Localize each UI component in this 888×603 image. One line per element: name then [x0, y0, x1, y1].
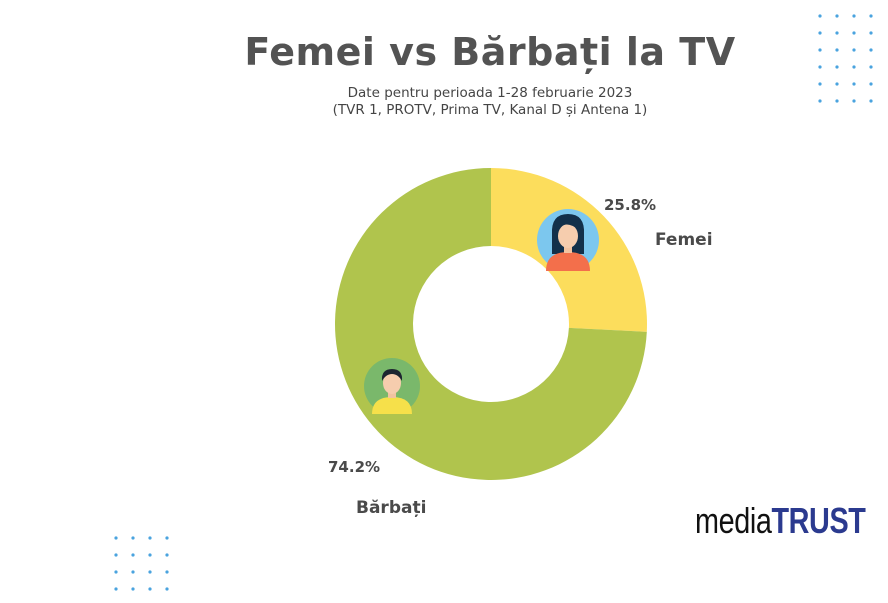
- decorative-dot: [818, 48, 822, 52]
- decorative-dot: [818, 65, 822, 69]
- barbati-category-label: Bărbați: [356, 498, 426, 518]
- decorative-dot: [165, 587, 169, 591]
- decorative-dot: [869, 48, 873, 52]
- logo-trust: TRUST: [771, 500, 866, 541]
- decorative-dot: [114, 553, 118, 557]
- donut-slices: [335, 168, 647, 480]
- decorative-dot: [869, 31, 873, 35]
- decorative-dot: [165, 536, 169, 540]
- decorative-dot: [869, 82, 873, 86]
- decorative-dot: [818, 99, 822, 103]
- man-avatar-icon: [364, 358, 420, 414]
- barbati-value-label: 74.2%: [328, 458, 380, 476]
- decorative-dot: [869, 65, 873, 69]
- decorative-dot: [869, 99, 873, 103]
- decorative-dots-bottom-left: [114, 536, 169, 591]
- decorative-dot: [131, 536, 135, 540]
- decorative-dot: [131, 553, 135, 557]
- decorative-dot: [148, 536, 152, 540]
- decorative-dot: [165, 570, 169, 574]
- mediatrust-logo: mediaTRUST: [695, 500, 866, 542]
- decorative-dot: [148, 587, 152, 591]
- decorative-dot: [818, 82, 822, 86]
- chart-title: Femei vs Bărbați la TV: [244, 30, 736, 74]
- decorative-dot: [869, 14, 873, 18]
- decorative-dot: [852, 14, 856, 18]
- femei-category-label: Femei: [655, 230, 713, 250]
- decorative-dot: [114, 570, 118, 574]
- decorative-dots-top-right: [818, 14, 873, 103]
- decorative-dot: [852, 99, 856, 103]
- chart-subtitle-channels: (TVR 1, PROTV, Prima TV, Kanal D și Ante…: [332, 102, 648, 118]
- decorative-dot: [835, 99, 839, 103]
- decorative-dot: [835, 82, 839, 86]
- chart-subtitle-period: Date pentru perioada 1-28 februarie 2023: [347, 85, 633, 101]
- decorative-dot: [835, 65, 839, 69]
- decorative-dot: [131, 587, 135, 591]
- decorative-dot: [852, 31, 856, 35]
- decorative-dot: [852, 82, 856, 86]
- decorative-dot: [852, 48, 856, 52]
- decorative-dot: [114, 536, 118, 540]
- femei-value-label: 25.8%: [604, 196, 656, 214]
- decorative-dot: [835, 14, 839, 18]
- decorative-dot: [852, 65, 856, 69]
- decorative-dot: [148, 553, 152, 557]
- decorative-dot: [131, 570, 135, 574]
- decorative-dot: [818, 31, 822, 35]
- decorative-dot: [818, 14, 822, 18]
- decorative-dot: [835, 48, 839, 52]
- logo-media: media: [695, 500, 772, 541]
- decorative-dot: [148, 570, 152, 574]
- decorative-dot: [114, 587, 118, 591]
- woman-avatar-icon: [537, 209, 599, 271]
- decorative-dot: [835, 31, 839, 35]
- decorative-dot: [165, 553, 169, 557]
